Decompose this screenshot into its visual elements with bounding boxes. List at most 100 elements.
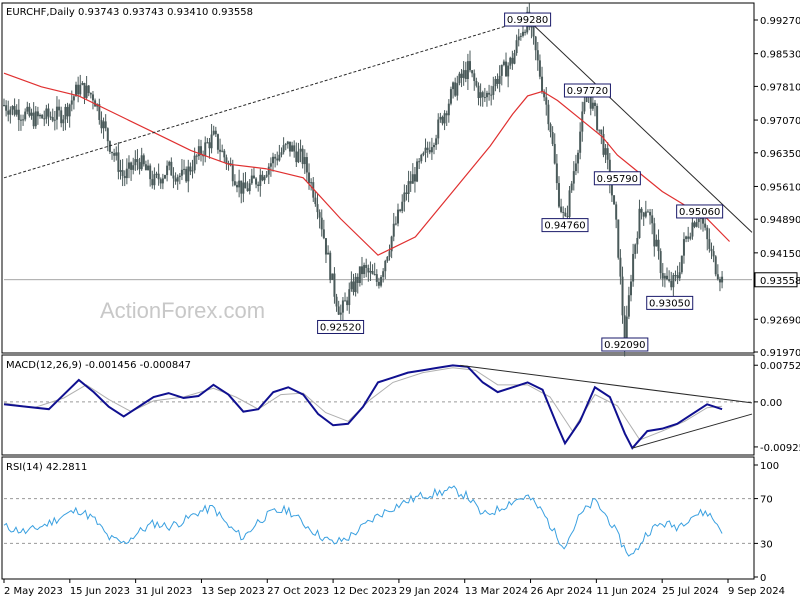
candle-body — [305, 157, 308, 173]
macd-layer — [3, 364, 753, 450]
candle-body — [26, 106, 29, 112]
candle-body — [174, 178, 177, 182]
candle-body — [435, 138, 438, 145]
candle-body — [121, 170, 124, 176]
candle-body — [166, 165, 169, 176]
candle-body — [301, 148, 304, 165]
candle-body — [350, 281, 353, 290]
candle-body — [202, 155, 205, 157]
candle-body — [458, 73, 461, 84]
candle-body — [293, 145, 296, 152]
candle-body — [66, 106, 69, 117]
x-tick: 2 May 2023 — [4, 586, 63, 597]
candle-body — [710, 248, 713, 252]
price-y-tick: 0.93558 — [760, 276, 800, 287]
candle-body — [555, 163, 558, 184]
candle-body — [581, 111, 584, 132]
price-annotation-label: 0.92520 — [320, 322, 361, 333]
candle-body — [721, 276, 724, 283]
candle-body — [572, 171, 575, 184]
candle-body — [388, 251, 391, 257]
candle-body — [5, 105, 8, 111]
candle-body — [547, 104, 550, 125]
candle-body — [399, 209, 402, 211]
candle-body — [354, 276, 357, 293]
candle-body — [134, 159, 137, 166]
candle-body — [32, 112, 35, 127]
candle-body — [682, 239, 685, 256]
candle-body — [634, 244, 637, 254]
axis-layer: 0.99270 0.98530 0.97810 0.97070 0.96350 0.956… — [3, 16, 800, 597]
candle-body — [204, 142, 207, 157]
candle-body — [329, 252, 332, 280]
price-annotation-box — [541, 218, 589, 233]
candle-body — [36, 111, 39, 117]
price-y-tick: 0.91970 — [760, 348, 800, 359]
candle-body — [233, 181, 236, 186]
candle-body — [318, 212, 321, 218]
candle-body — [297, 151, 300, 163]
candle-body — [666, 275, 669, 280]
candle-body — [420, 154, 423, 162]
candle-body — [280, 152, 283, 155]
candle-body — [197, 146, 200, 157]
candle-body — [680, 255, 683, 273]
candle-body — [314, 197, 317, 205]
candle-body — [272, 156, 275, 164]
candle-body — [606, 148, 609, 160]
candle-body — [600, 129, 603, 134]
candle-body — [545, 97, 548, 105]
candle-body — [62, 119, 65, 124]
rsi-layer — [3, 485, 752, 557]
candle-body — [655, 239, 658, 247]
candle-body — [130, 162, 133, 170]
candle-body — [261, 174, 264, 181]
candle-body — [712, 251, 715, 257]
candle-body — [132, 165, 135, 170]
candle-body — [142, 155, 145, 165]
rsi-y-tick: 0 — [760, 573, 766, 584]
price-y-tick: 0.96350 — [760, 149, 800, 160]
candle-body — [479, 92, 482, 99]
candle-body — [403, 192, 406, 202]
candle-body — [58, 106, 61, 111]
candle-body — [439, 116, 442, 120]
candle-body — [519, 35, 522, 37]
candle-body — [185, 168, 188, 182]
candle-body — [668, 279, 671, 281]
candle-body — [136, 159, 139, 163]
candle-body — [553, 143, 556, 164]
candle-body — [324, 238, 327, 255]
candle-body — [225, 157, 228, 165]
candle-body — [344, 300, 347, 302]
macd-trendline-2 — [632, 413, 753, 449]
candle-body — [441, 116, 444, 124]
candle-body — [598, 129, 601, 131]
candle-body — [316, 204, 319, 213]
candle-body — [348, 289, 351, 306]
candle-body — [149, 165, 152, 180]
candle-body — [610, 181, 613, 196]
candle-body — [30, 112, 33, 116]
candle-body — [443, 113, 446, 124]
candle-body — [562, 211, 565, 213]
candle-body — [252, 175, 255, 179]
candle-body — [178, 175, 181, 178]
candle-body — [113, 153, 116, 156]
candle-body — [638, 208, 641, 238]
candle-body — [138, 162, 141, 170]
candle-body — [657, 239, 660, 252]
candle-body — [331, 273, 334, 280]
candle-body — [335, 296, 338, 307]
candle-body — [615, 204, 618, 220]
candle-body — [223, 150, 226, 158]
candle-body — [45, 108, 48, 119]
candle-body — [456, 83, 459, 96]
price-y-tick: 0.97070 — [760, 116, 800, 127]
price-annotation-box — [646, 295, 694, 310]
candle-body — [210, 134, 213, 149]
candle-body — [199, 146, 202, 156]
candle-body — [151, 179, 154, 186]
candle-body — [257, 184, 260, 186]
candle-body — [646, 211, 649, 213]
